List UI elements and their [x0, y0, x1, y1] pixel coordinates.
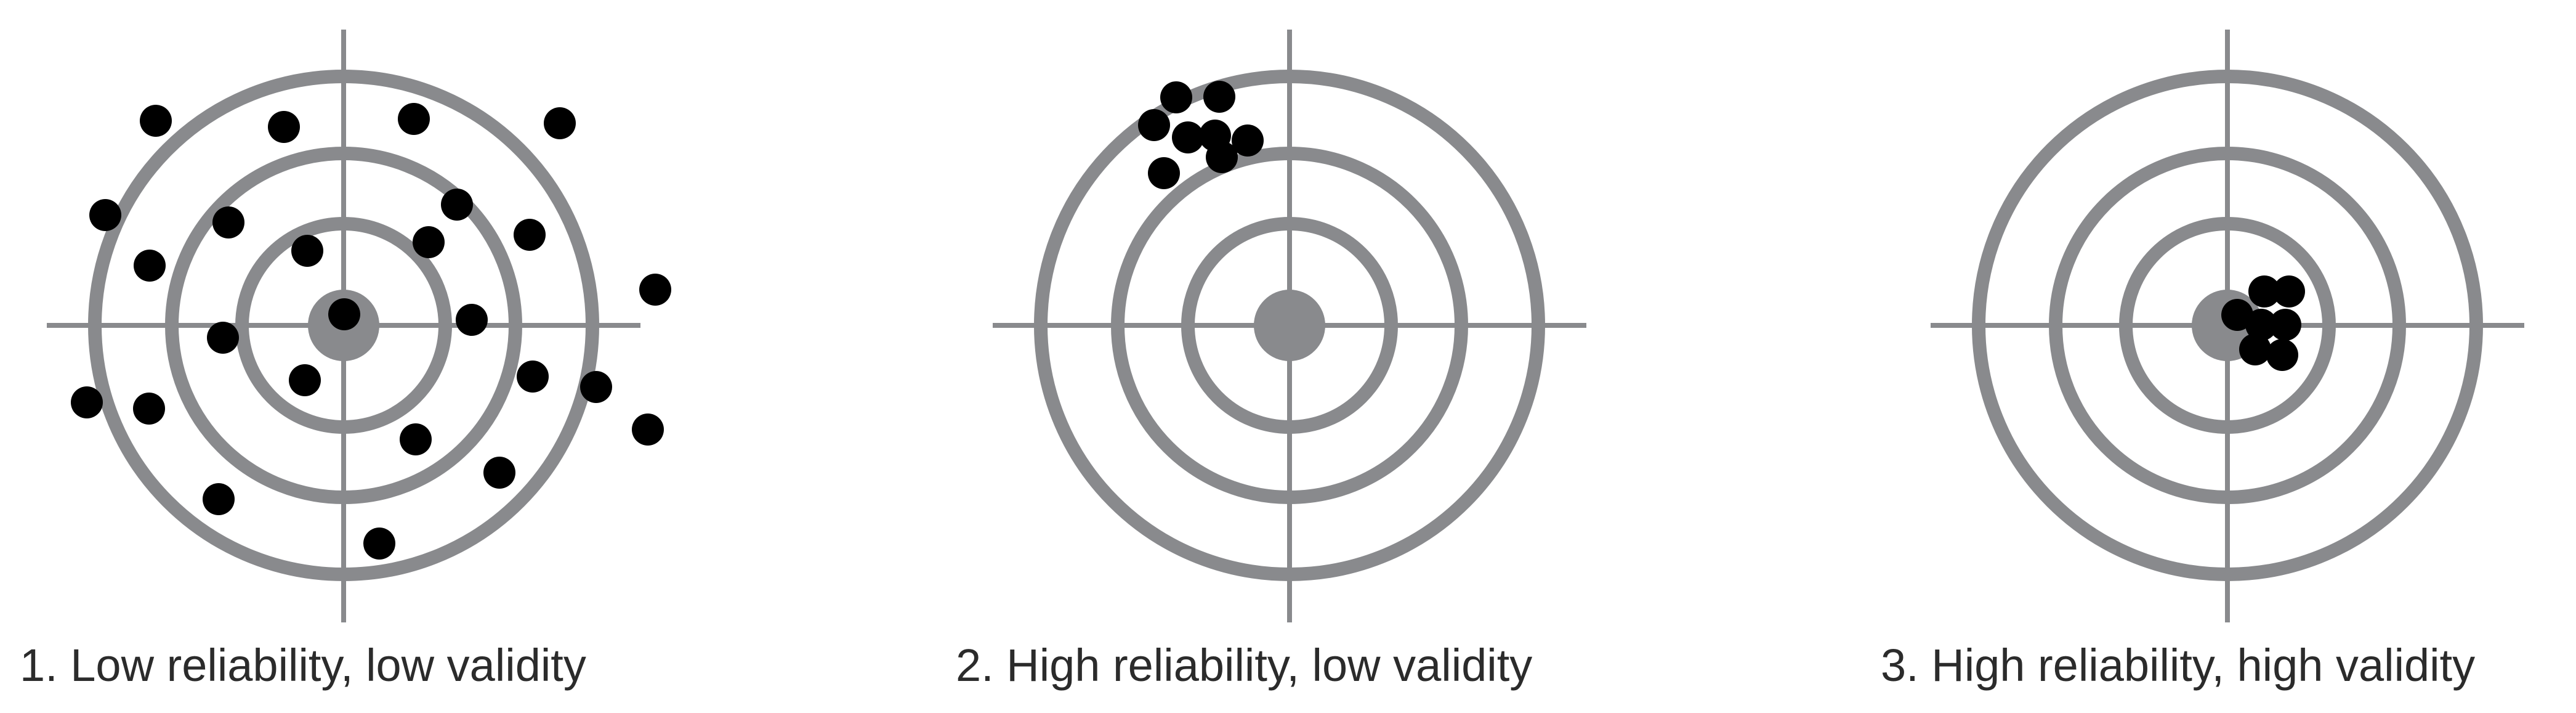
shot-dot [2273, 275, 2305, 308]
panel-caption: 2. High reliability, low validity [956, 640, 1533, 691]
middle-ring [165, 147, 522, 504]
shot-dot [1232, 124, 1264, 157]
panel-high-reliability-high-validity: 3. High reliability, high validity [1881, 0, 2576, 713]
panel-high-reliability-low-validity: 2. High reliability, low validity [956, 0, 1660, 713]
middle-ring [1111, 147, 1468, 504]
shot-dot [133, 393, 165, 425]
target-rings [993, 30, 1586, 622]
target-diagram [993, 30, 1586, 622]
shot-dot [441, 189, 473, 221]
shot-dot [140, 105, 172, 137]
shot-dot [363, 528, 395, 560]
shot-dot [413, 226, 445, 258]
shot-dot [580, 371, 612, 403]
shot-dot [2221, 299, 2253, 331]
shot-dot [2245, 309, 2277, 341]
shot-dot [2266, 339, 2298, 371]
shot-dot [1203, 81, 1235, 113]
shot-group [71, 103, 671, 560]
outer-ring [1972, 70, 2483, 581]
panel-low-reliability-low-validity: 1. Low reliability, low validity [20, 0, 714, 713]
target-diagram [1931, 30, 2524, 622]
shot-dot [639, 274, 671, 306]
bullseye [1254, 290, 1325, 361]
outer-ring [88, 70, 599, 581]
shot-dot [514, 219, 546, 251]
target-diagram [47, 30, 671, 622]
shot-dot [1160, 81, 1192, 113]
shot-dot [268, 111, 300, 143]
shot-dot [398, 103, 430, 135]
shot-dot [291, 235, 323, 267]
shot-group [1138, 81, 1264, 189]
shot-dot [2239, 333, 2271, 365]
inner-ring [235, 217, 452, 434]
middle-ring [2049, 147, 2406, 504]
shot-dot [456, 304, 488, 336]
outer-ring [1034, 70, 1545, 581]
shot-dot [207, 322, 239, 354]
shot-group [2221, 275, 2305, 371]
shot-dot [632, 414, 664, 446]
panel-caption: 1. Low reliability, low validity [20, 640, 586, 691]
shot-dot [544, 107, 576, 139]
target-rings [47, 30, 640, 622]
shot-dot [517, 361, 549, 393]
shot-dot [289, 364, 321, 396]
shot-dot [134, 250, 166, 282]
shot-dot [71, 386, 103, 418]
shot-dot [2248, 275, 2280, 308]
inner-ring [1181, 217, 1398, 434]
inner-ring [2119, 217, 2336, 434]
shot-dot [1206, 141, 1238, 173]
panel-caption: 3. High reliability, high validity [1881, 640, 2476, 691]
shot-dot [2269, 309, 2301, 341]
shot-dot [89, 199, 121, 231]
shot-dot [1172, 121, 1204, 153]
shot-dot [212, 206, 244, 238]
shot-dot [483, 457, 515, 489]
shot-dot [400, 423, 432, 455]
shot-dot [1138, 109, 1170, 141]
shot-dot [328, 298, 360, 330]
shot-dot [203, 483, 235, 515]
shot-dot [1148, 157, 1180, 189]
